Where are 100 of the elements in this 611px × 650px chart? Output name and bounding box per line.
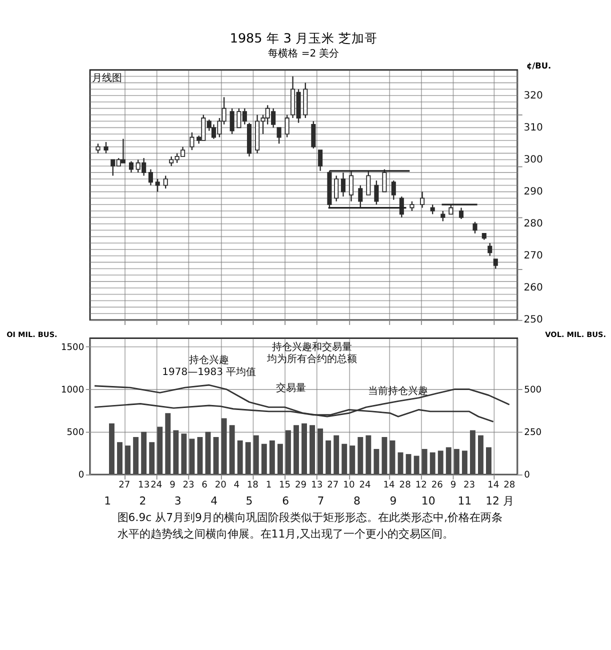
bar: [205, 432, 211, 475]
x-tick-label: 28: [504, 480, 516, 490]
y-tick-label: 0: [78, 470, 84, 481]
candlestick: [488, 242, 492, 256]
bar: [342, 444, 348, 475]
x-tick-label: 18: [246, 480, 259, 490]
bar: [406, 454, 412, 475]
x2-tick-label: 12 月: [486, 494, 514, 508]
x2-tick-label: 1: [104, 494, 112, 508]
annotation: 交易量: [276, 382, 306, 394]
bar: [269, 440, 275, 475]
bar: [157, 426, 163, 475]
bar: [462, 450, 468, 475]
x2-tick-label: 11: [458, 494, 472, 508]
bar: [213, 437, 219, 475]
candlestick: [458, 207, 464, 220]
candlestick: [311, 120, 316, 150]
bar: [294, 425, 299, 475]
bar: [285, 430, 291, 475]
x2-tick-label: 6: [282, 494, 290, 508]
bar: [334, 435, 340, 475]
x2-tick-label: 5: [246, 494, 253, 508]
bar: [302, 423, 307, 475]
x-tick-label: 27: [118, 480, 130, 490]
bar: [430, 452, 436, 475]
bar: [149, 442, 155, 475]
caption: 图6.9c 从7月到9月的横向巩固阶段类似于矩形形态。在此类形态中,价格在两条水平的趋势线之间横向伸展。在11月,又出现了一个更小的交易区间。: [117, 510, 502, 540]
bar: [165, 413, 171, 475]
candlestick: [430, 204, 435, 215]
x-tick-label: 10: [343, 480, 355, 490]
x-tick-label: 24: [150, 480, 162, 490]
y-tick-label: 290: [524, 186, 543, 198]
bar: [109, 423, 114, 475]
bar: [454, 448, 460, 475]
x-tick-label: 14: [488, 480, 500, 490]
x-tick-label: 29: [295, 480, 307, 490]
bar: [382, 437, 388, 475]
candlestick: [440, 210, 446, 222]
candlestick: [128, 160, 134, 174]
y-tick-label: 1500: [60, 342, 84, 353]
bar: [277, 444, 283, 475]
x-tick-label: 28: [399, 480, 412, 490]
bar: [245, 442, 251, 475]
y-tick-label: 320: [524, 90, 543, 102]
bar: [422, 448, 428, 475]
x2-tick-label: 3: [174, 494, 182, 508]
bar: [133, 437, 139, 475]
x-tick-label: 27: [327, 480, 339, 490]
chart-title: 1985 年 3 月玉米 芝加哥: [230, 30, 378, 46]
x2-tick-label: 7: [317, 494, 324, 508]
y-tick-label: 1000: [60, 385, 84, 396]
x-tick-label: 23: [463, 480, 476, 490]
x-tick-label: 6: [202, 480, 208, 490]
y2-axis-title: VOL. MIL. BUS.: [545, 330, 606, 339]
bar: [125, 446, 131, 475]
bar: [181, 434, 187, 475]
x2-tick-label: 4: [210, 494, 218, 508]
bar: [398, 452, 404, 475]
bar: [173, 430, 179, 475]
x-tick-label: 23: [182, 480, 195, 490]
y-axis-title: ¢/BU.: [526, 60, 552, 71]
bar: [390, 440, 396, 475]
candlestick: [120, 138, 126, 164]
x-tick-label: 13: [138, 480, 150, 490]
bar: [350, 446, 356, 475]
bar: [366, 435, 372, 475]
candlestick: [334, 175, 339, 202]
bar: [221, 418, 227, 475]
bar: [261, 444, 267, 475]
annotation: 月线图: [92, 72, 122, 84]
y-tick-label: 270: [524, 250, 543, 262]
candlestick: [410, 200, 414, 212]
y-tick-label: 300: [524, 154, 543, 166]
x2-tick-label: 9: [390, 494, 397, 508]
candlestick: [190, 132, 194, 151]
candlestick: [493, 258, 498, 270]
x-tick-label: 24: [359, 480, 371, 490]
candlestick: [420, 191, 425, 208]
x-tick-label: 9: [170, 480, 176, 490]
bar: [229, 425, 235, 475]
x2-tick-label: 2: [139, 494, 146, 508]
x-tick-label: 12: [415, 480, 427, 490]
annotation: 持仓兴趣 1978—1983 平均值: [162, 354, 256, 378]
x-tick-label: 20: [214, 480, 227, 490]
bar: [446, 447, 452, 475]
x-tick-label: 26: [431, 480, 444, 490]
bar: [117, 442, 122, 475]
bar: [486, 447, 492, 475]
candlestick: [276, 127, 282, 144]
bar: [358, 437, 364, 475]
x-tick-label: 15: [278, 480, 291, 490]
bar: [326, 440, 332, 475]
bar: [141, 432, 147, 475]
bar: [478, 435, 484, 475]
candlestick: [163, 175, 168, 190]
x-tick-label: 1: [266, 480, 272, 490]
y-tick-label: 310: [524, 122, 543, 134]
y-tick-label: 250: [524, 314, 543, 326]
bar: [414, 456, 420, 475]
candlestick: [230, 108, 234, 135]
